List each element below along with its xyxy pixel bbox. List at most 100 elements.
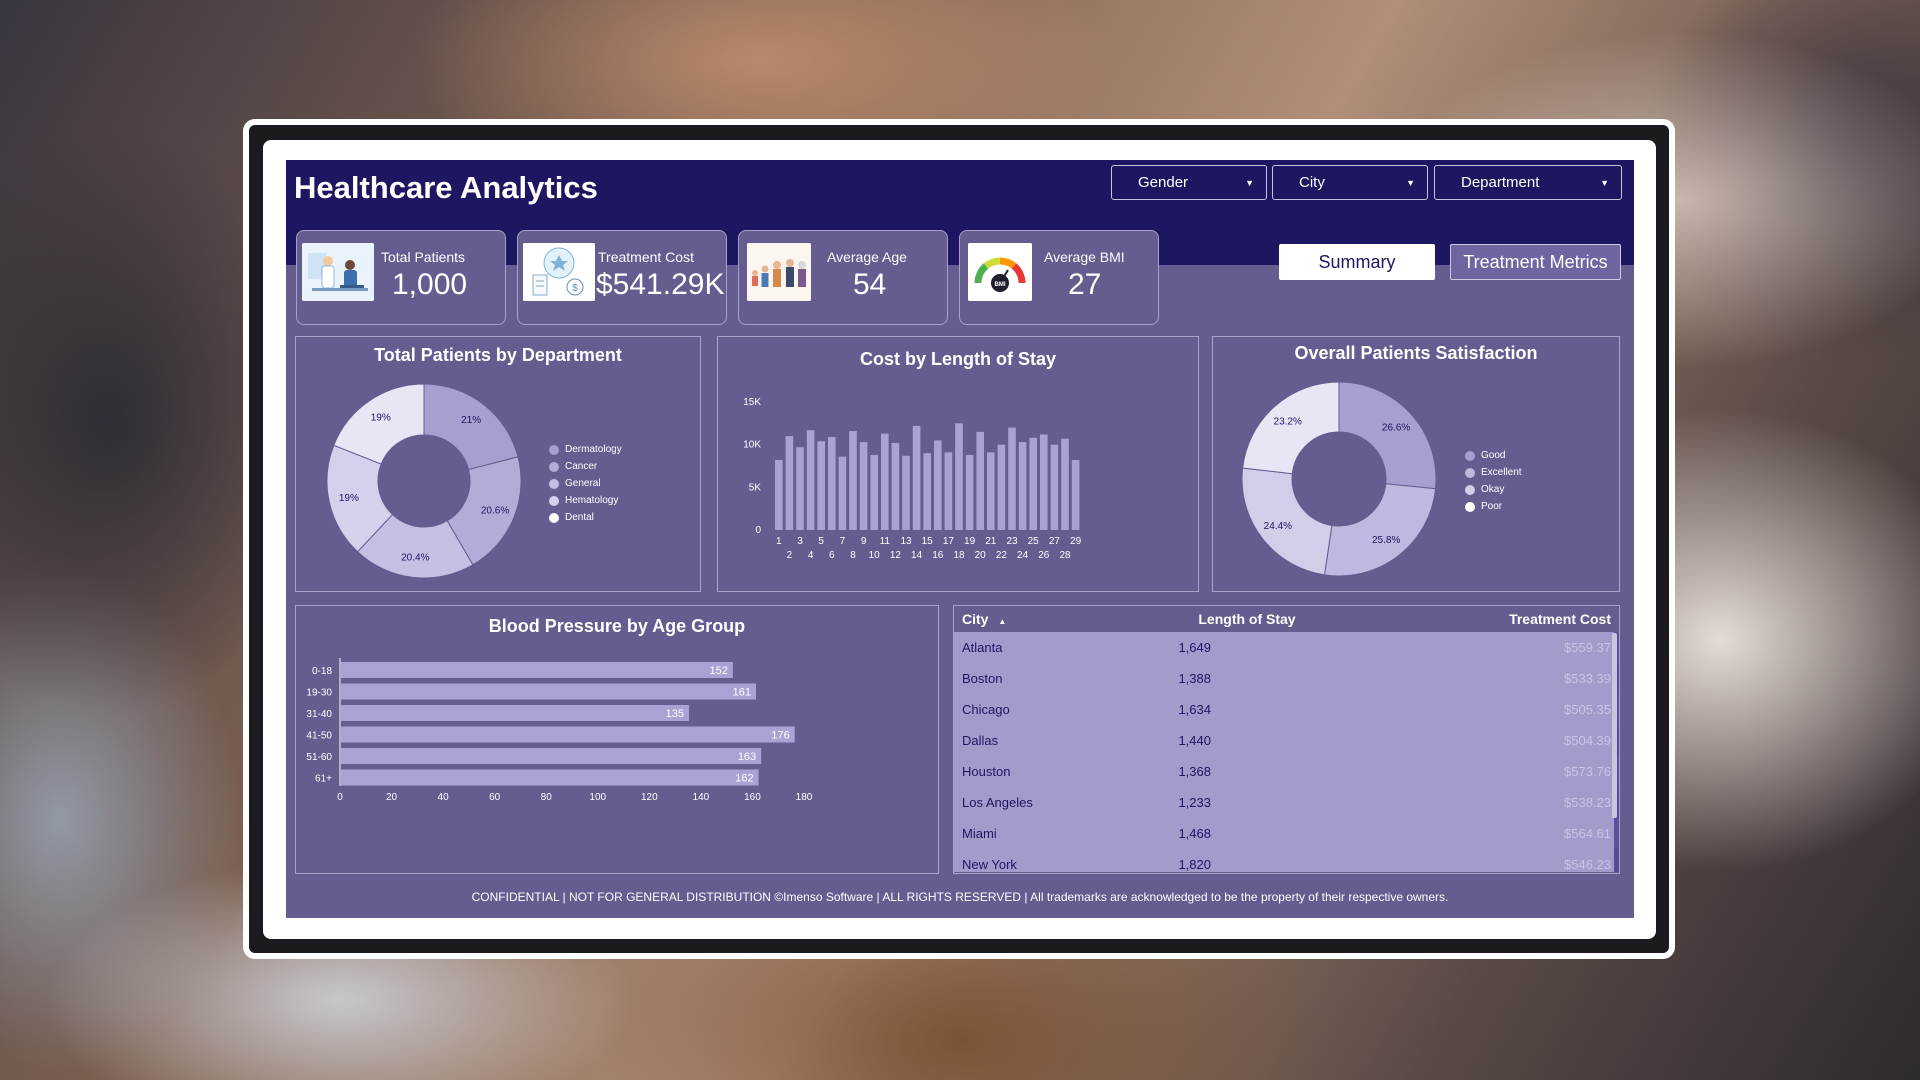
bar[interactable]: [838, 456, 847, 530]
bar[interactable]: [341, 662, 733, 678]
treatment-cost-cell: $538.23: [1564, 795, 1611, 810]
city-cell: New York: [962, 857, 1017, 872]
bar[interactable]: [806, 430, 815, 530]
bar[interactable]: [1050, 444, 1059, 530]
donut-slice[interactable]: [326, 444, 394, 553]
table-row[interactable]: Los Angeles 1,233 $538.23: [954, 787, 1619, 818]
donut-slice[interactable]: [1323, 483, 1437, 577]
bar[interactable]: [944, 452, 953, 530]
bar[interactable]: [817, 441, 825, 530]
dashboard-title: Healthcare Analytics: [294, 170, 598, 205]
gender-slicer-label: Gender: [1138, 174, 1189, 191]
kpi-average-bmi: BMI Average BMI 27: [959, 230, 1159, 325]
legend-item[interactable]: Dental: [549, 509, 622, 526]
bar[interactable]: [796, 447, 804, 530]
kpi-label: Average BMI: [1044, 249, 1125, 265]
donut-slice[interactable]: [1242, 381, 1340, 475]
bar[interactable]: [891, 442, 900, 530]
city-column-fill: [954, 725, 1297, 756]
bar[interactable]: [849, 431, 857, 530]
table-row[interactable]: Dallas 1,440 $504.39: [954, 725, 1619, 756]
table-row[interactable]: Atlanta 1,649 $559.37: [954, 632, 1619, 663]
x-tick-label: 9: [861, 536, 867, 547]
bar[interactable]: [976, 431, 984, 530]
table-row[interactable]: Chicago 1,634 $505.35: [954, 694, 1619, 725]
legend-dot-icon: [1465, 467, 1475, 478]
donut-slice[interactable]: [356, 513, 474, 579]
category-label: 41-50: [306, 731, 332, 742]
legend-item[interactable]: Dermatology: [549, 441, 622, 458]
bar[interactable]: [785, 436, 794, 530]
x-tick-label: 27: [1049, 536, 1061, 547]
bar[interactable]: [775, 460, 783, 530]
bar[interactable]: [341, 748, 762, 764]
length-of-stay-column-header[interactable]: Length of Stay: [1198, 611, 1296, 627]
stay-column-fill: [1297, 694, 1614, 725]
legend-dot-icon: [549, 512, 559, 523]
legend-item[interactable]: Poor: [1465, 498, 1522, 515]
legend-item[interactable]: Okay: [1465, 481, 1522, 498]
x-tick-label: 3: [797, 536, 803, 547]
bar[interactable]: [1061, 438, 1069, 530]
donut-slice[interactable]: [1338, 381, 1437, 490]
table-row[interactable]: New York 1,820 $546.23: [954, 849, 1619, 872]
bar[interactable]: [341, 705, 689, 721]
city-slicer[interactable]: City ▼: [1272, 165, 1428, 200]
summary-button[interactable]: Summary: [1279, 244, 1435, 280]
bar-value-label: 161: [733, 687, 751, 699]
legend-item[interactable]: Hematology: [549, 492, 622, 509]
slice-data-label: 19%: [339, 493, 359, 504]
donut-slice[interactable]: [1241, 467, 1333, 576]
x-tick-label: 12: [890, 550, 902, 561]
table-scrollbar[interactable]: [1612, 633, 1617, 818]
bar[interactable]: [341, 726, 795, 743]
bar[interactable]: [923, 453, 931, 530]
bar[interactable]: [881, 433, 889, 530]
bar[interactable]: [965, 454, 974, 530]
bar[interactable]: [828, 436, 836, 530]
kpi-label: Average Age: [827, 249, 907, 265]
kpi-total-patients: Total Patients 1,000: [296, 230, 506, 325]
bar[interactable]: [870, 454, 878, 530]
bar[interactable]: [1018, 442, 1027, 530]
bar[interactable]: [341, 769, 759, 786]
treatment-metrics-button[interactable]: Treatment Metrics: [1450, 244, 1621, 280]
bar[interactable]: [902, 455, 910, 530]
bar[interactable]: [912, 425, 921, 530]
bar[interactable]: [1029, 437, 1037, 530]
department-slicer[interactable]: Department ▼: [1434, 165, 1622, 200]
bar[interactable]: [987, 452, 995, 530]
donut-slice[interactable]: [446, 456, 522, 566]
bar[interactable]: [997, 444, 1006, 530]
legend-item[interactable]: Good: [1465, 447, 1522, 464]
blood-pressure-panel: Blood Pressure by Age Group 0-18 152 19-30…: [295, 605, 939, 874]
bar[interactable]: [1008, 427, 1016, 530]
legend-item[interactable]: Cancer: [549, 458, 622, 475]
legend-item[interactable]: General: [549, 475, 622, 492]
bar[interactable]: [1040, 434, 1048, 530]
department-legend: Dermatology Cancer General Hematology Dental: [549, 441, 622, 526]
category-label: 0-18: [312, 666, 332, 677]
gender-slicer[interactable]: Gender ▼: [1111, 165, 1267, 200]
legend-label: Good: [1481, 450, 1506, 461]
legend-item[interactable]: Excellent: [1465, 464, 1522, 481]
bar[interactable]: [341, 683, 757, 700]
bar[interactable]: [934, 440, 942, 530]
bar[interactable]: [1071, 460, 1080, 530]
x-tick-label: 11: [880, 536, 891, 547]
donut-slice[interactable]: [333, 383, 425, 465]
city-table[interactable]: City ▲ Length of Stay Treatment Cost Atl…: [953, 605, 1620, 874]
x-tick-label: 5: [818, 536, 824, 547]
city-cell: Miami: [962, 826, 997, 841]
table-row[interactable]: Boston 1,388 $533.39: [954, 663, 1619, 694]
legend-dot-icon: [549, 461, 559, 472]
legend-dot-icon: [549, 444, 559, 455]
bar[interactable]: [955, 423, 963, 530]
treatment-cost-cell: $559.37: [1564, 640, 1611, 655]
treatment-cost-column-header[interactable]: Treatment Cost: [1509, 611, 1611, 627]
table-row[interactable]: Houston 1,368 $573.76: [954, 756, 1619, 787]
table-row[interactable]: Miami 1,468 $564.61: [954, 818, 1619, 849]
city-column-header[interactable]: City ▲: [962, 611, 1006, 627]
bar[interactable]: [859, 442, 868, 530]
donut-slice[interactable]: [423, 383, 519, 471]
